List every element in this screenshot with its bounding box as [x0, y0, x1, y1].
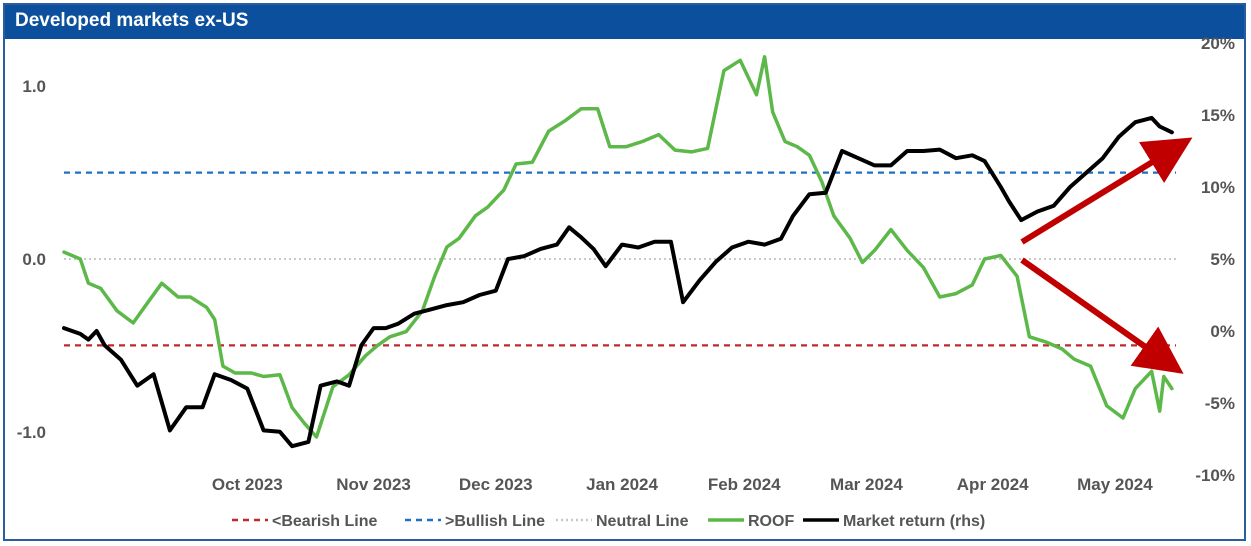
right-tick-label: 10% — [1201, 178, 1235, 197]
x-tick-label: Jan 2024 — [586, 475, 658, 494]
x-tick-label: Apr 2024 — [957, 475, 1029, 494]
x-tick-label: Dec 2023 — [459, 475, 533, 494]
chart-header: Developed markets ex-US — [5, 5, 1244, 39]
right-axis: 20% 15% 10% 5% 0% -5% -10% — [1195, 34, 1235, 485]
legend-label: >Bullish Line — [445, 513, 545, 530]
right-tick-label: -5% — [1205, 394, 1235, 413]
annotation-arrow-down-right — [1020, 257, 1184, 374]
annotations — [1020, 137, 1193, 374]
legend-label: ROOF — [748, 513, 794, 530]
left-tick-label: -1.0 — [17, 423, 46, 442]
right-tick-label: 20% — [1201, 34, 1235, 53]
x-tick-label: Mar 2024 — [830, 475, 903, 494]
x-axis: Oct 2023 Nov 2023 Dec 2023 Jan 2024 Feb 2024… — [212, 475, 1153, 494]
annotation-arrow-up-right — [1020, 137, 1193, 245]
series-line-market-return — [62, 115, 1174, 449]
x-tick-label: Oct 2023 — [212, 475, 283, 494]
x-tick-label: May 2024 — [1077, 475, 1153, 494]
left-tick-label: 1.0 — [22, 77, 46, 96]
legend-label: <Bearish Line — [272, 513, 377, 530]
chart-title: Developed markets ex-US — [15, 10, 249, 31]
series-group — [62, 55, 1174, 449]
legend-label: Market return (rhs) — [843, 513, 985, 530]
legend-label: Neutral Line — [596, 513, 689, 530]
right-tick-label: 15% — [1201, 106, 1235, 125]
legend: <Bearish Line >Bullish Line Neutral Line RO… — [232, 513, 985, 530]
left-tick-label: 0.0 — [22, 250, 46, 269]
x-tick-label: Feb 2024 — [708, 475, 781, 494]
right-tick-label: 0% — [1210, 322, 1235, 341]
left-axis: 1.0 0.0 -1.0 — [17, 77, 46, 442]
right-tick-label: 5% — [1210, 250, 1235, 269]
right-tick-label: -10% — [1195, 466, 1235, 485]
x-tick-label: Nov 2023 — [336, 475, 411, 494]
series-line-roof — [62, 55, 1174, 439]
